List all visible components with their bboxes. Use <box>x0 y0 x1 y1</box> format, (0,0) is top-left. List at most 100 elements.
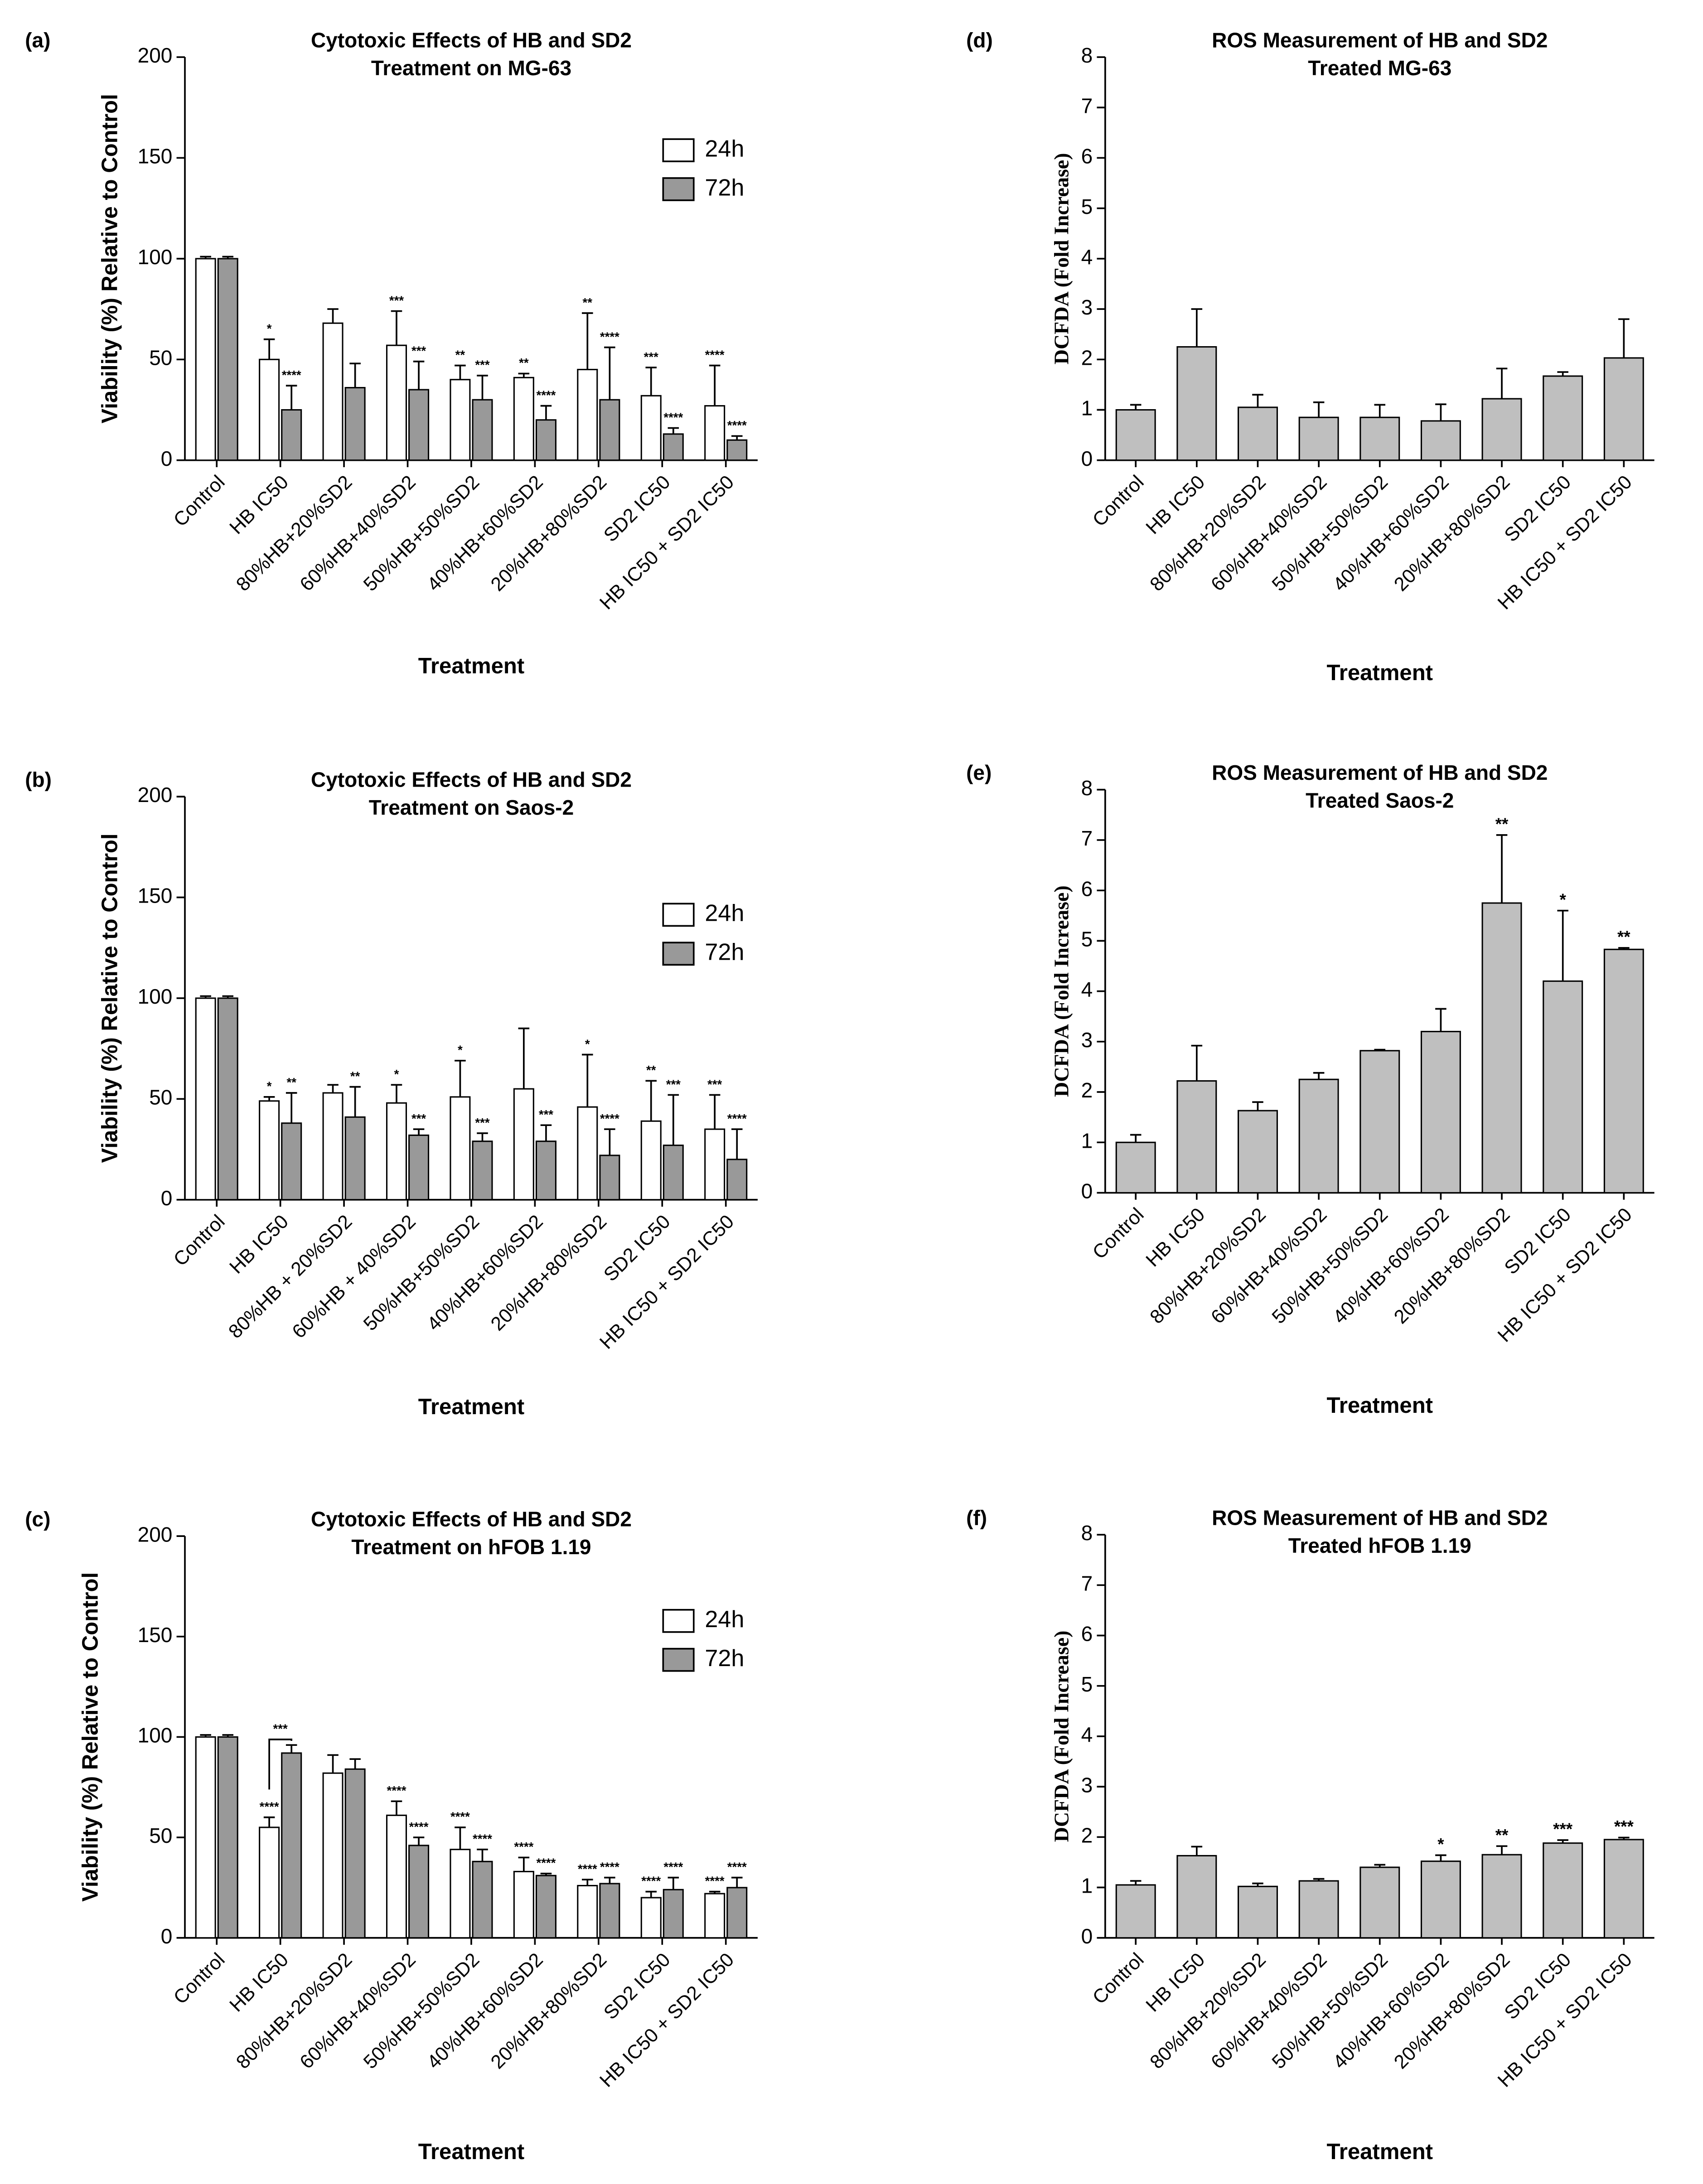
legend-label: 72h <box>705 174 744 201</box>
y-tick-label: 200 <box>138 1522 173 1546</box>
y-tick-label: 100 <box>138 985 173 1008</box>
significance-label: ** <box>286 1075 296 1089</box>
x-axis-title: Treatment <box>1326 1393 1433 1418</box>
bar <box>640 395 662 461</box>
significance-label: *** <box>475 1116 489 1130</box>
x-tick-label: 40%HB+60%SD2 <box>423 471 547 595</box>
bar <box>344 1116 366 1201</box>
panel-label: (f) <box>966 1506 987 1529</box>
y-tick-label: 150 <box>138 145 173 168</box>
bar <box>1298 1880 1339 1939</box>
significance-label: *** <box>707 1077 722 1091</box>
y-tick-label: 0 <box>1081 1924 1093 1948</box>
y-tick-label: 0 <box>161 447 173 470</box>
bar <box>344 1768 366 1939</box>
x-axis-title: Treatment <box>1326 661 1433 685</box>
chart-title: Treated hFOB 1.19 <box>1288 1534 1471 1557</box>
x-axis-title: Treatment <box>418 654 525 678</box>
y-tick-label: 6 <box>1081 145 1093 168</box>
y-tick-label: 0 <box>1081 1179 1093 1203</box>
significance-label: * <box>267 1079 272 1093</box>
bar <box>640 1897 662 1939</box>
significance-label: *** <box>389 293 404 307</box>
y-tick-label: 50 <box>149 1824 172 1847</box>
x-tick-label: 60%HB + 40%SD2 <box>288 1211 420 1343</box>
y-tick-label: 4 <box>1081 978 1093 1001</box>
significance-label: ** <box>1495 1826 1509 1845</box>
bar <box>577 1884 598 1939</box>
legend-swatch <box>662 942 695 966</box>
chart-title: Treatment on hFOB 1.19 <box>351 1535 591 1559</box>
y-tick-label: 50 <box>149 346 172 369</box>
y-tick-label: 5 <box>1081 1672 1093 1696</box>
significance-label: * <box>1437 1835 1444 1854</box>
y-tick-label: 0 <box>161 1924 173 1948</box>
bar <box>386 344 407 461</box>
bar <box>704 1893 726 1939</box>
bar <box>663 433 684 461</box>
bar <box>663 1889 684 1939</box>
x-tick-label: 20%HB+80%SD2 <box>487 1211 611 1335</box>
significance-label: **** <box>600 1860 619 1874</box>
y-tick-label: 8 <box>1081 776 1093 800</box>
y-axis-title: DCFDA (Fold Increase) <box>1050 1631 1073 1842</box>
bar <box>195 997 216 1201</box>
significance-label: **** <box>600 1111 619 1126</box>
bar <box>1176 1080 1217 1193</box>
bar <box>259 1100 280 1201</box>
bar <box>259 358 280 461</box>
x-axis-title: Treatment <box>418 1395 525 1419</box>
legend-swatch <box>662 903 695 927</box>
panel-label: (a) <box>25 28 50 52</box>
x-tick-label: 80%HB+20%SD2 <box>232 1949 356 2073</box>
bar <box>1115 1141 1156 1193</box>
comparison-bracket <box>268 1739 293 1790</box>
significance-label: * <box>1560 890 1567 909</box>
bar <box>1237 1885 1278 1939</box>
significance-label: * <box>394 1067 399 1081</box>
significance-label: *** <box>411 1111 426 1126</box>
y-tick-label: 200 <box>138 43 173 67</box>
significance-label: ** <box>646 1063 656 1077</box>
bar <box>513 1088 534 1201</box>
y-axis-title: Viability (%) Relative to Control <box>97 833 122 1163</box>
bar <box>726 1887 748 1939</box>
chart-title: ROS Measurement of HB and SD2 <box>1212 761 1548 784</box>
bar <box>1543 980 1583 1193</box>
chart-title: Treatment on MG-63 <box>371 56 571 80</box>
significance-label: *** <box>475 358 489 372</box>
bar <box>577 1106 598 1201</box>
y-tick-label: 4 <box>1081 245 1093 269</box>
significance-label: * <box>585 1037 590 1051</box>
significance-label: * <box>267 322 272 336</box>
bar <box>704 1128 726 1201</box>
bar <box>1359 1866 1400 1939</box>
bar <box>1237 1110 1278 1193</box>
legend-label: 24h <box>705 1606 744 1633</box>
y-tick-label: 2 <box>1081 346 1093 369</box>
bar <box>1176 346 1217 461</box>
significance-label: ** <box>583 295 593 309</box>
bar <box>195 1736 216 1939</box>
y-tick-label: 100 <box>138 1724 173 1747</box>
y-tick-label: 150 <box>138 1623 173 1647</box>
x-tick-label: 40%HB+60%SD2 <box>1329 1949 1453 2073</box>
bar <box>1115 1884 1156 1939</box>
bar <box>322 322 344 461</box>
bar <box>1115 409 1156 461</box>
significance-label: **** <box>727 1111 747 1126</box>
legend-label: 72h <box>705 1645 744 1672</box>
x-tick-label: 20%HB+80%SD2 <box>1390 1204 1514 1328</box>
legend-swatch <box>662 177 695 201</box>
significance-label: **** <box>663 1860 683 1874</box>
bar <box>281 1752 302 1939</box>
y-tick-label: 1 <box>1081 1874 1093 1898</box>
bar <box>599 1883 620 1939</box>
y-tick-label: 3 <box>1081 295 1093 319</box>
bar <box>450 379 471 461</box>
x-tick-label: 40%HB+60%SD2 <box>423 1949 547 2073</box>
bar <box>259 1826 280 1939</box>
bar <box>704 405 726 461</box>
significance-label: * <box>458 1043 463 1057</box>
x-tick-label: 40%HB+60%SD2 <box>423 1211 547 1335</box>
